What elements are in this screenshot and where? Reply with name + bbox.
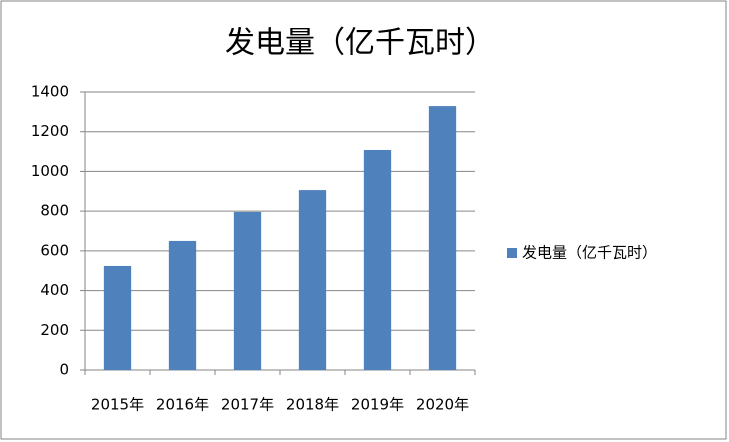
bar — [298, 190, 327, 370]
x-tick-label: 2020年 — [416, 396, 469, 414]
bar — [363, 149, 392, 370]
y-tick-label: 800 — [40, 202, 69, 220]
legend-swatch — [507, 248, 517, 258]
bar — [233, 211, 262, 370]
x-tick-label: 2016年 — [156, 396, 209, 414]
y-tick-label: 1000 — [31, 162, 69, 180]
bar — [103, 265, 132, 370]
y-tick-label: 400 — [40, 281, 69, 299]
chart-title: 发电量（亿千瓦时） — [225, 26, 495, 61]
x-tick-label: 2015年 — [91, 396, 144, 414]
x-tick-label: 2019年 — [351, 396, 404, 414]
legend-label: 发电量（亿千瓦时） — [522, 244, 657, 262]
x-tick-label: 2017年 — [221, 396, 274, 414]
y-tick-label: 600 — [40, 241, 69, 259]
x-tick-label: 2018年 — [286, 396, 339, 414]
y-tick-label: 200 — [40, 321, 69, 339]
y-tick-label: 1400 — [31, 83, 69, 101]
y-tick-label: 0 — [59, 361, 69, 379]
y-tick-label: 1200 — [31, 122, 69, 140]
bar — [428, 106, 457, 370]
bar — [168, 240, 197, 370]
